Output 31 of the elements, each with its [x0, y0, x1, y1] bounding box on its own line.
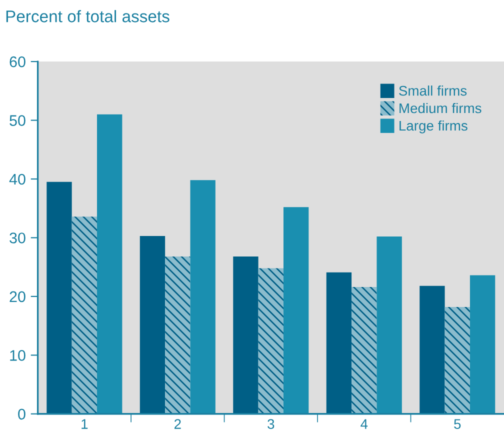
y-tick-label: 60	[10, 56, 26, 68]
bar	[165, 256, 190, 414]
bar	[97, 114, 122, 414]
y-tick-label: 20	[10, 291, 26, 302]
legend-label: Medium firms	[400, 102, 482, 114]
bar	[444, 307, 470, 414]
y-tick-label: 40	[9, 174, 26, 185]
bar	[190, 180, 216, 414]
bar	[283, 207, 309, 414]
x-tick-label: 2	[174, 419, 181, 429]
x-tick-label: 5	[454, 419, 461, 429]
x-tick-label: 4	[360, 419, 368, 429]
y-tick-label: 10	[10, 350, 26, 361]
bar	[420, 286, 445, 414]
bar	[352, 287, 377, 414]
bar	[46, 182, 72, 414]
bar	[140, 236, 166, 414]
legend-label: Small firms	[399, 86, 467, 96]
bar	[233, 256, 258, 414]
bar	[72, 216, 98, 414]
y-tick-label: 30	[10, 232, 26, 244]
bar	[326, 272, 352, 414]
y-tick-label: 0	[18, 408, 26, 420]
bar	[470, 275, 496, 414]
bar	[376, 236, 402, 414]
y-tick-label: 50	[10, 115, 26, 126]
x-tick-label: 1	[82, 419, 88, 429]
bar	[258, 268, 284, 414]
x-tick-label: 3	[268, 419, 274, 429]
legend-label: Large firms	[400, 120, 468, 134]
chart-title: Percent of total assets	[6, 10, 170, 22]
